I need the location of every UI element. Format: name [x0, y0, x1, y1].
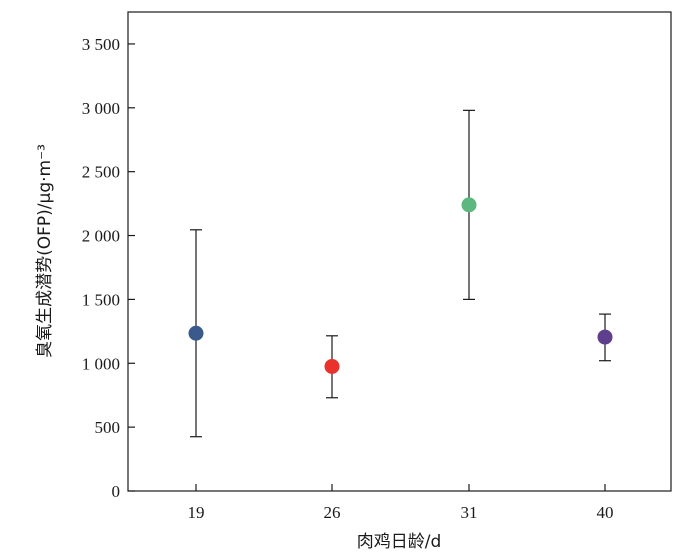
y-tick-label: 500	[95, 418, 121, 437]
data-point	[597, 329, 613, 345]
data-points	[188, 197, 613, 374]
y-axis: 0 500 1 000 1 500 2 000 2 500 3 000 3 500	[82, 35, 135, 501]
x-tick-label: 26	[324, 503, 341, 522]
data-point	[461, 197, 477, 213]
x-tick-label: 40	[597, 503, 614, 522]
y-tick-label: 1 000	[82, 354, 120, 373]
y-tick-label: 3 000	[82, 99, 120, 118]
x-tick-label: 31	[461, 503, 478, 522]
y-axis-title: 臭氧生成潜势(OFP)/μg·m⁻³	[35, 144, 55, 358]
plot-frame	[127, 11, 672, 492]
x-tick-label: 19	[188, 503, 205, 522]
data-point	[324, 358, 340, 374]
y-tick-label: 0	[112, 482, 121, 501]
y-tick-label: 2 000	[82, 227, 120, 246]
y-tick-label: 3 500	[82, 35, 120, 54]
x-axis: 19 26 31 40	[188, 484, 614, 522]
y-tick-label: 1 500	[82, 290, 120, 309]
x-axis-title: 肉鸡日龄/d	[357, 532, 442, 552]
data-point	[188, 325, 204, 341]
error-bars	[190, 109, 611, 438]
y-tick-label: 2 500	[82, 163, 120, 182]
